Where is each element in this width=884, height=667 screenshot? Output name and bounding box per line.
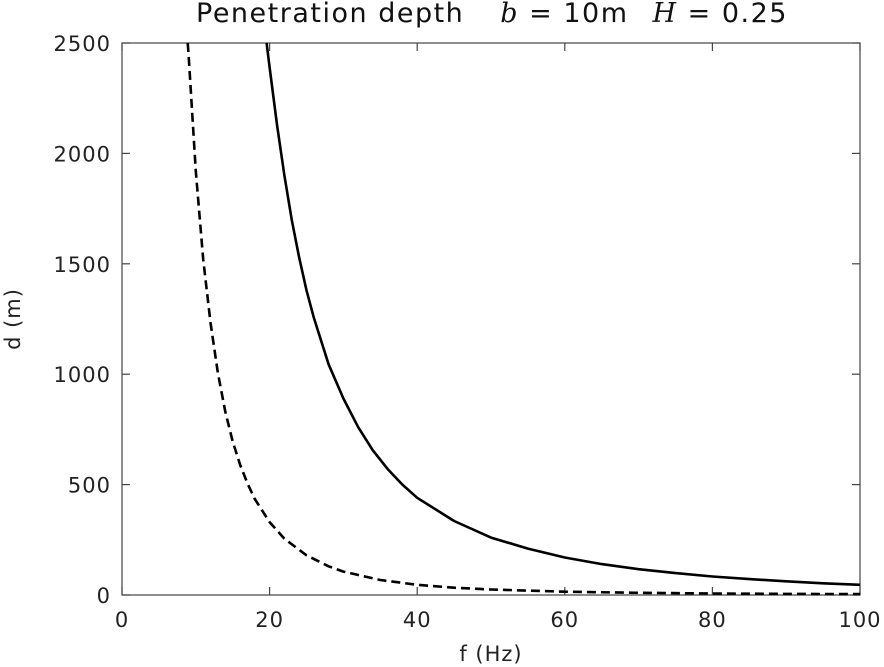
dashed-curve	[186, 42, 861, 596]
plot-frame	[121, 42, 861, 596]
chart-title-h-value: = 0.25	[678, 0, 788, 29]
x-axis-label: f (Hz)	[459, 642, 522, 666]
data-series	[186, 42, 861, 596]
y-tick-label: 0	[97, 584, 111, 608]
chart-title: Penetration depth b = 10m H = 0.25	[196, 0, 788, 29]
y-tick-label: 2000	[54, 142, 111, 166]
chart-title-lead: Penetration depth	[196, 0, 464, 29]
x-tick-label: 20	[255, 608, 284, 632]
chart-title-b-value: = 10m	[519, 0, 628, 29]
y-axis-label: d (m)	[1, 288, 25, 350]
axis-ticks	[121, 42, 861, 596]
y-tick-label: 1000	[54, 363, 111, 387]
chart-title-b-variable: b	[500, 0, 519, 29]
y-tick-label: 1500	[54, 253, 111, 277]
x-tick-label: 60	[550, 608, 579, 632]
x-tick-label: 80	[698, 608, 727, 632]
y-tick-label: 500	[68, 474, 111, 498]
x-tick-label: 40	[403, 608, 432, 632]
solid-curve	[265, 42, 861, 587]
chart-title-h-variable: H	[652, 0, 678, 29]
x-tick-label: 100	[838, 608, 881, 632]
y-tick-label: 2500	[54, 32, 111, 56]
x-tick-label: 0	[115, 608, 129, 632]
